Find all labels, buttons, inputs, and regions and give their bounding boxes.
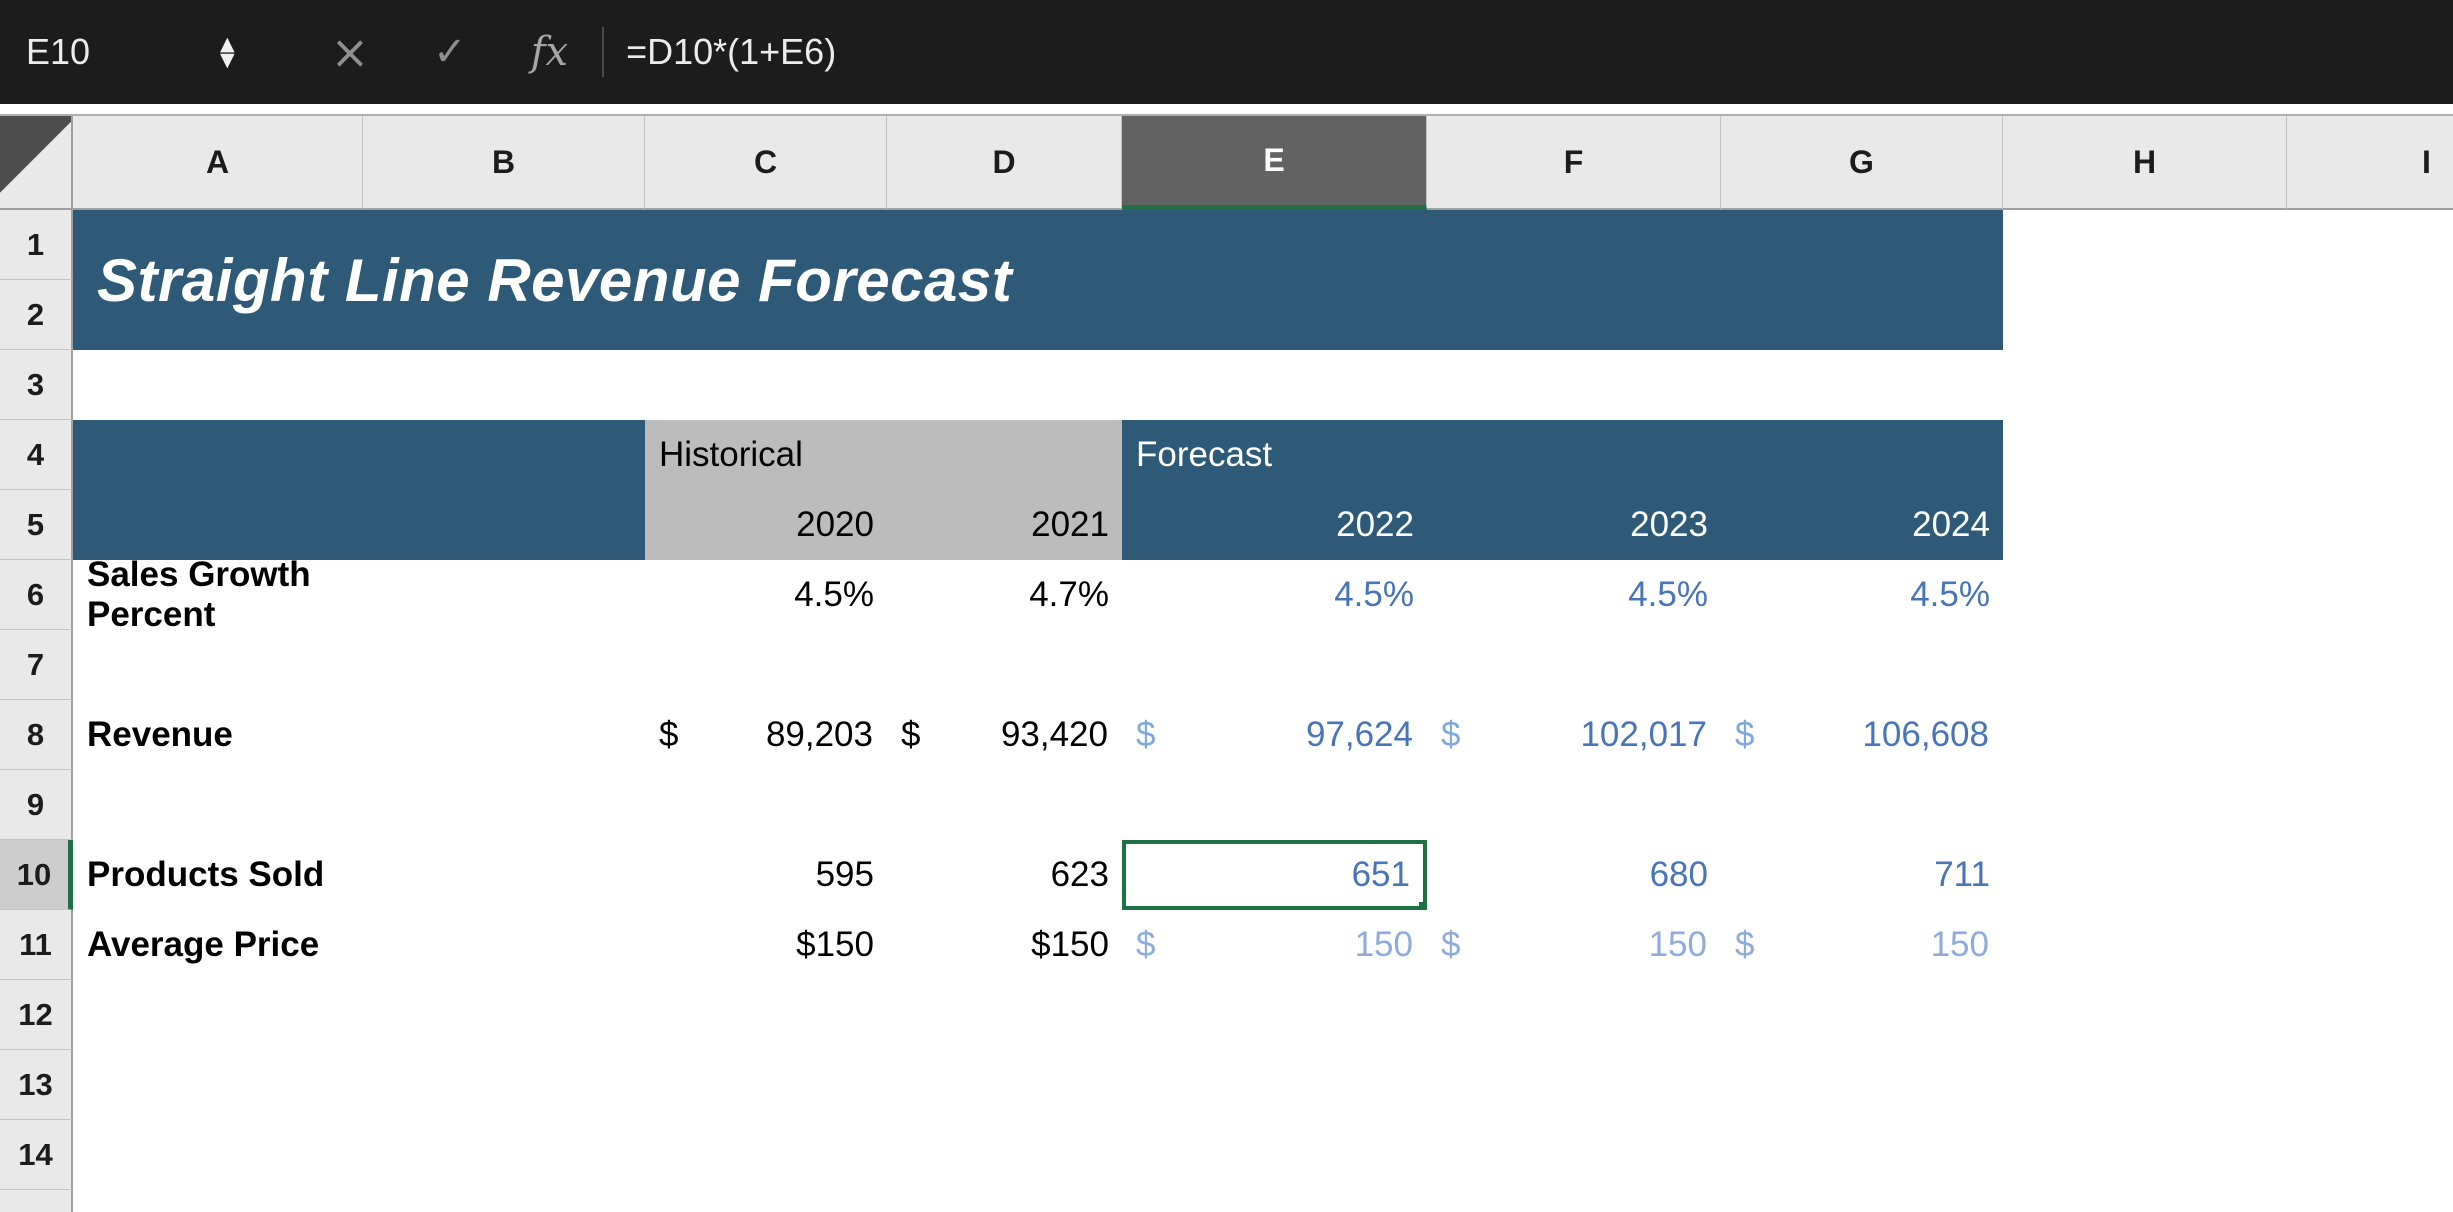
enter-icon[interactable]: ✓ (433, 29, 467, 75)
cell-value: 150 (1930, 925, 1989, 964)
row-header-4[interactable]: 4 (0, 420, 73, 490)
cell-e6[interactable]: 4.5% (1334, 575, 1414, 614)
stepper-up-icon[interactable]: ▲ (220, 32, 235, 55)
cell-g10[interactable]: 711 (1934, 855, 1990, 894)
sheet-title-banner[interactable]: Straight Line Revenue Forecast (73, 210, 2003, 350)
row-header-8[interactable]: 8 (0, 700, 73, 770)
row-label-products-sold[interactable]: Products Sold (87, 855, 325, 894)
row-header-7[interactable]: 7 (0, 630, 73, 700)
cell-value: 106,608 (1862, 715, 1989, 754)
cell-e11[interactable]: $ 150 (1122, 910, 1427, 980)
row-label-revenue[interactable]: Revenue (87, 715, 233, 754)
column-header-b[interactable]: B (363, 116, 645, 210)
formula-bar: E10 ▲ ▼ × ✓ fx =D10*(1+E6) (0, 0, 2453, 104)
currency-symbol: $ (659, 715, 679, 754)
column-header-c[interactable]: C (645, 116, 887, 210)
cell-f11[interactable]: $ 150 (1427, 910, 1721, 980)
cancel-icon[interactable]: × (330, 25, 370, 79)
cell-value: 93,420 (1000, 715, 1108, 754)
cell-a4-b5-blue-block[interactable] (73, 420, 645, 560)
currency-symbol: $ (1735, 925, 1755, 964)
row-header-13[interactable]: 13 (0, 1050, 73, 1120)
cell-c6[interactable]: 4.5% (794, 575, 874, 614)
cell-d11[interactable]: $150 (1031, 925, 1109, 964)
row-header-15[interactable]: 15 (0, 1190, 73, 1212)
cell-d5-year-2021[interactable]: 2021 (887, 490, 1122, 560)
row-header-5[interactable]: 5 (0, 490, 73, 560)
cell-value: 150 (1354, 925, 1413, 964)
cell-f6[interactable]: 4.5% (1628, 575, 1708, 614)
cell-e10-selected[interactable]: 651 (1122, 840, 1427, 910)
row-header-10[interactable]: 10 (0, 840, 73, 910)
cell-e5-year-2022[interactable]: 2022 (1122, 490, 1427, 560)
select-all-corner[interactable] (0, 116, 73, 210)
row-header-3[interactable]: 3 (0, 350, 73, 420)
row-label-sales-growth[interactable]: Sales Growth Percent (87, 560, 311, 630)
row-header-6[interactable]: 6 (0, 560, 73, 630)
cell-g4[interactable] (1721, 420, 2003, 490)
row-header-14[interactable]: 14 (0, 1120, 73, 1190)
column-header-g[interactable]: G (1721, 116, 2003, 210)
cell-d4[interactable] (887, 420, 1122, 490)
cell-value: 97,624 (1305, 715, 1413, 754)
cell-g6[interactable]: 4.5% (1910, 575, 1990, 614)
cell-d10[interactable]: 623 (1050, 855, 1109, 894)
insert-function-icon[interactable]: fx (530, 29, 569, 75)
cell-d6[interactable]: 4.7% (1029, 575, 1109, 614)
cell-f5-year-2023[interactable]: 2023 (1427, 490, 1721, 560)
column-header-e[interactable]: E (1122, 116, 1427, 210)
currency-symbol: $ (901, 715, 921, 754)
cell-f4[interactable] (1427, 420, 1721, 490)
stepper-down-icon[interactable]: ▼ (220, 49, 235, 71)
formula-input[interactable]: =D10*(1+E6) (626, 31, 837, 72)
cell-value: 150 (1648, 925, 1707, 964)
toolbar-gap (0, 104, 2453, 116)
cell-f8[interactable]: $ 102,017 (1427, 700, 1721, 770)
column-header-h[interactable]: H (2003, 116, 2287, 210)
cell-value: 102,017 (1580, 715, 1707, 754)
spreadsheet-grid: A B C D E F G H I 1 2 3 4 5 6 7 8 9 10 1… (0, 116, 2453, 1212)
name-box-stepper[interactable]: ▲ ▼ (220, 32, 235, 71)
formula-bar-divider (602, 27, 605, 77)
row-header-11[interactable]: 11 (0, 910, 73, 980)
currency-symbol: $ (1441, 925, 1461, 964)
column-header-d[interactable]: D (887, 116, 1122, 210)
cell-e4-forecast-label[interactable]: Forecast (1122, 420, 1427, 490)
row-header-9[interactable]: 9 (0, 770, 73, 840)
currency-symbol: $ (1735, 715, 1755, 754)
cell-f10[interactable]: 680 (1649, 855, 1708, 894)
column-header-a[interactable]: A (73, 116, 363, 210)
row-header-1[interactable]: 1 (0, 210, 73, 280)
cell-c11[interactable]: $150 (796, 925, 874, 964)
name-box[interactable]: E10 (26, 31, 91, 72)
cell-c5-year-2020[interactable]: 2020 (645, 490, 887, 560)
cell-value: 89,203 (765, 715, 873, 754)
cell-g5-year-2024[interactable]: 2024 (1721, 490, 2003, 560)
cell-g11[interactable]: $ 150 (1721, 910, 2003, 980)
currency-symbol: $ (1136, 925, 1156, 964)
currency-symbol: $ (1136, 715, 1156, 754)
cell-c8[interactable]: $ 89,203 (645, 700, 887, 770)
cell-e8[interactable]: $ 97,624 (1122, 700, 1427, 770)
selection-fill-handle[interactable] (1417, 900, 1423, 906)
cell-value: 651 (1351, 855, 1410, 894)
row-header-2[interactable]: 2 (0, 280, 73, 350)
currency-symbol: $ (1441, 715, 1461, 754)
row-label-average-price[interactable]: Average Price (87, 925, 320, 964)
column-header-i[interactable]: I (2287, 116, 2453, 210)
cell-c10[interactable]: 595 (815, 855, 874, 894)
row-header-12[interactable]: 12 (0, 980, 73, 1050)
cell-d8[interactable]: $ 93,420 (887, 700, 1122, 770)
cell-g8[interactable]: $ 106,608 (1721, 700, 2003, 770)
column-header-f[interactable]: F (1427, 116, 1721, 210)
cell-c4-historical-label[interactable]: Historical (645, 420, 887, 490)
